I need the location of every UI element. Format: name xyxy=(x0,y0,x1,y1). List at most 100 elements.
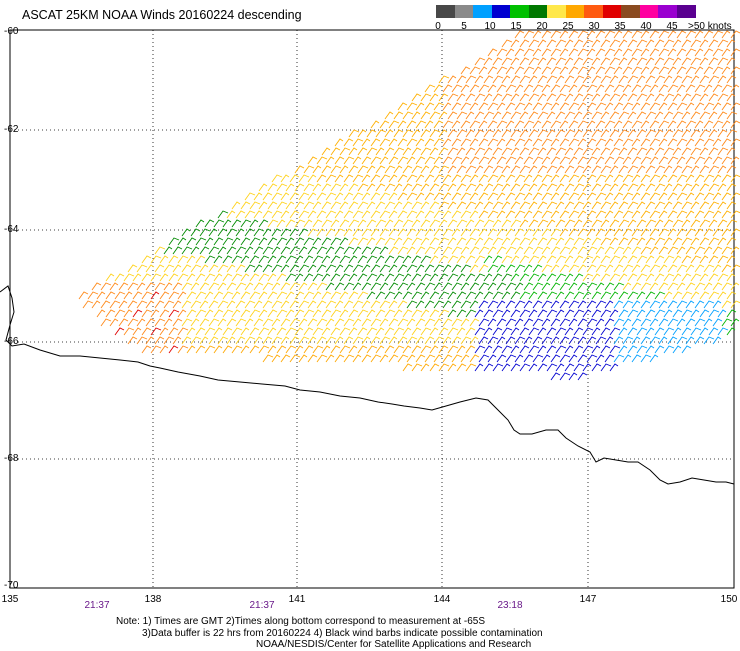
wind-barb xyxy=(712,264,722,273)
wind-barb xyxy=(474,93,486,102)
wind-barb xyxy=(469,336,479,345)
wind-barb xyxy=(640,120,650,129)
wind-barb xyxy=(415,192,425,201)
wind-barb xyxy=(591,327,601,336)
wind-barb xyxy=(271,246,281,255)
wind-barb xyxy=(406,228,417,237)
wind-barb xyxy=(672,75,683,84)
wind-barb xyxy=(285,309,295,318)
wind-barb xyxy=(658,300,668,309)
wind-barb xyxy=(681,237,693,246)
wind-barb xyxy=(726,201,737,210)
wind-barb xyxy=(397,354,409,363)
wind-barb xyxy=(118,300,128,309)
wind-barb xyxy=(91,300,101,309)
wind-barb xyxy=(690,93,702,102)
wind-barb xyxy=(154,246,166,255)
wind-barb xyxy=(478,228,488,237)
wind-barb xyxy=(645,291,656,300)
wind-barb xyxy=(604,318,615,327)
wind-barb xyxy=(451,174,462,183)
wind-barb xyxy=(726,129,738,138)
wind-barb xyxy=(528,57,540,66)
wind-barb xyxy=(402,309,413,318)
wind-barb xyxy=(496,228,508,237)
wind-barb xyxy=(618,327,628,336)
wind-barb xyxy=(523,30,535,39)
wind-barb xyxy=(379,192,391,201)
wind-barb xyxy=(555,75,565,84)
wind-barb xyxy=(456,219,468,228)
wind-barb xyxy=(582,183,592,192)
wind-barb xyxy=(537,219,549,228)
wind-barb xyxy=(640,84,652,93)
wind-barb xyxy=(366,129,377,138)
wind-barb xyxy=(501,237,511,246)
wind-barb xyxy=(591,93,601,102)
wind-barb xyxy=(208,300,219,309)
wind-barb xyxy=(451,156,463,165)
wind-barb xyxy=(555,111,566,120)
wind-barb xyxy=(609,273,621,282)
wind-barb xyxy=(424,210,435,219)
wind-barb xyxy=(253,246,264,255)
wind-barb xyxy=(100,282,112,291)
wind-barb xyxy=(613,120,623,129)
legend-unit-label: >50 knots xyxy=(688,21,732,32)
wind-barb xyxy=(600,147,611,156)
wind-barb xyxy=(186,291,197,300)
wind-barb xyxy=(267,237,278,246)
wind-barb xyxy=(307,282,318,291)
wind-barb xyxy=(190,300,202,309)
wind-barb xyxy=(573,255,584,264)
wind-barb xyxy=(258,201,268,210)
wind-barb xyxy=(496,156,507,165)
wind-barb xyxy=(253,210,263,219)
wind-barb xyxy=(586,156,598,165)
wind-barb xyxy=(663,273,675,282)
wind-barb xyxy=(460,228,471,237)
wind-barb xyxy=(609,219,620,228)
wind-barb xyxy=(546,327,557,336)
wind-barb xyxy=(730,30,740,39)
wind-barb xyxy=(141,327,152,336)
wind-barb xyxy=(654,165,666,174)
wind-barb xyxy=(577,372,588,381)
wind-barb xyxy=(487,174,499,183)
wind-barb xyxy=(519,75,531,84)
lat-label-62: -62 xyxy=(4,124,19,135)
wind-barb xyxy=(456,363,467,372)
wind-barb xyxy=(631,66,643,75)
wind-barb xyxy=(411,327,422,336)
wind-barb xyxy=(721,84,733,93)
wind-barb xyxy=(195,345,206,354)
wind-barb xyxy=(568,300,580,309)
wind-barb xyxy=(384,345,395,354)
wind-barb xyxy=(667,318,679,327)
wind-barb xyxy=(694,120,704,129)
wind-barb xyxy=(600,327,611,336)
wind-barb xyxy=(712,300,722,309)
wind-barb xyxy=(676,156,686,165)
wind-barb xyxy=(294,327,304,336)
wind-barb xyxy=(451,264,462,273)
wind-barb xyxy=(564,75,575,84)
wind-barb xyxy=(528,363,538,372)
wind-barb xyxy=(393,183,403,192)
wind-barb xyxy=(600,273,611,282)
wind-barb xyxy=(447,201,457,210)
wind-barb xyxy=(627,309,639,318)
wind-barb xyxy=(334,138,344,147)
wind-barb xyxy=(388,246,399,255)
wind-barb xyxy=(631,318,642,327)
wind-barb xyxy=(685,102,695,111)
wind-barb xyxy=(244,318,254,327)
wind-barb xyxy=(370,138,381,147)
wind-barb xyxy=(249,327,260,336)
wind-barb xyxy=(694,66,704,75)
wind-barb xyxy=(564,363,575,372)
wind-barb xyxy=(258,183,268,192)
wind-barb xyxy=(474,327,486,336)
wind-barb xyxy=(406,282,416,291)
wind-barb xyxy=(685,120,697,129)
